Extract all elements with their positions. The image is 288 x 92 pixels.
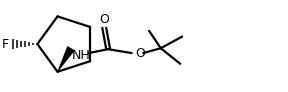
Polygon shape [57,46,75,72]
Text: O: O [135,47,145,60]
Text: F: F [2,38,9,51]
Text: NH: NH [72,49,91,62]
Text: O: O [99,13,109,26]
